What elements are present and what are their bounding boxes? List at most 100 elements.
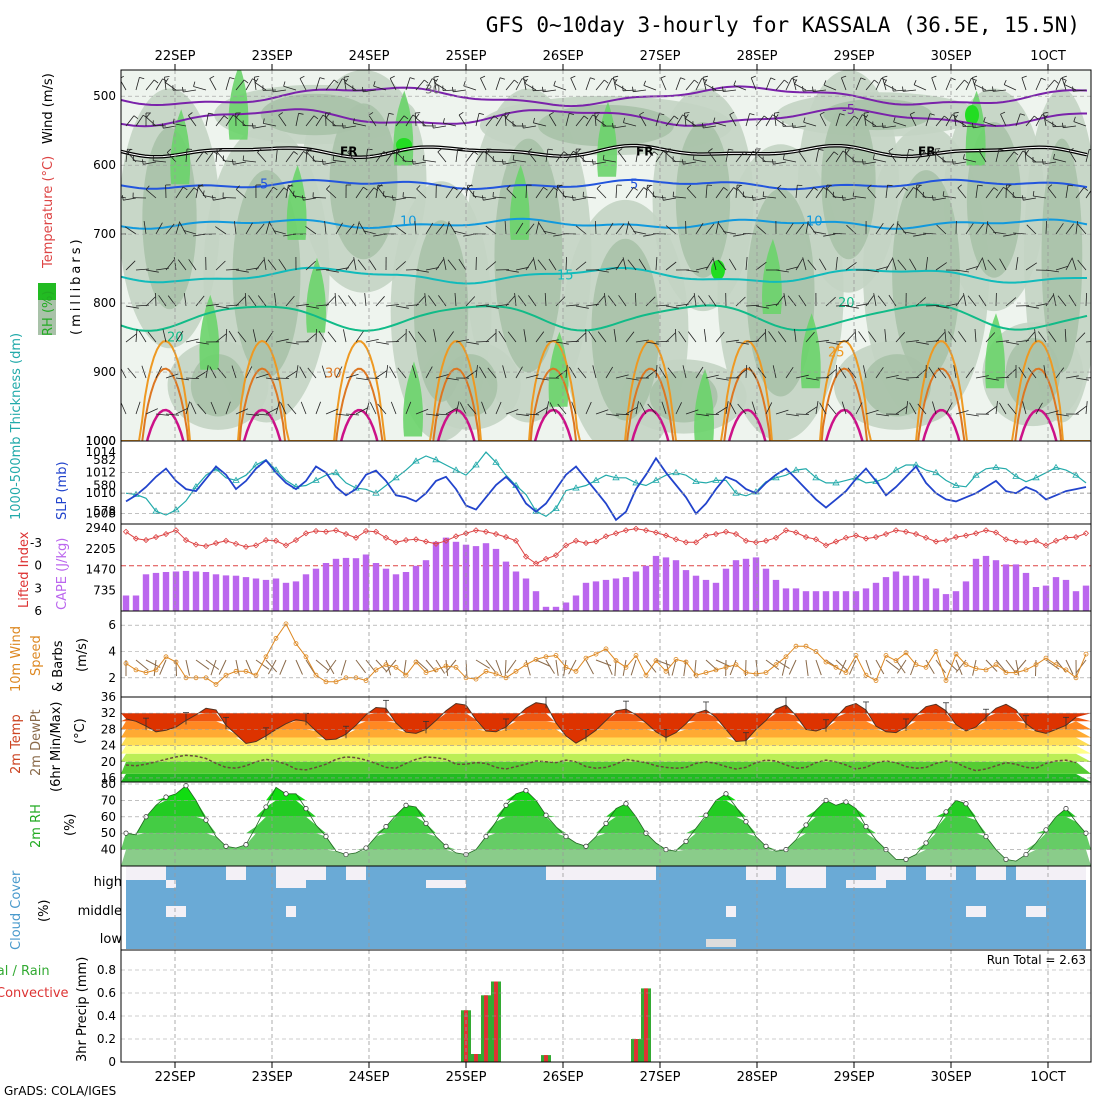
lifted-point (412, 536, 420, 543)
wind-barb-flag (272, 86, 274, 92)
wind-barb (459, 402, 467, 415)
lifted-point (1042, 542, 1050, 549)
wind-barb (532, 89, 547, 92)
wind-barb (1024, 148, 1027, 163)
wind-barb (416, 188, 427, 199)
wind-barb (365, 149, 368, 163)
wind-barb-flag (639, 111, 645, 116)
rh-shade-mid-9 (892, 170, 961, 378)
wind-barb-flag (950, 77, 956, 81)
wind-barb (865, 409, 879, 415)
wind-barb (165, 373, 179, 379)
wind-barb-flag (680, 77, 686, 80)
wind-barb (492, 160, 507, 163)
wind-barb-flag (122, 195, 124, 201)
cape-bar (382, 568, 390, 611)
wind-barb-flag (881, 77, 887, 81)
precip-legend-conv: Convective (0, 986, 69, 1001)
wind-barb (978, 150, 987, 163)
cloud-high-gap-1 (226, 866, 246, 880)
rh-green-12 (403, 361, 423, 437)
wind-barb (433, 77, 437, 91)
wind-barb (185, 148, 188, 163)
wind-barb-flag (333, 79, 339, 84)
wind-barb (445, 187, 454, 199)
wind-barb (623, 122, 637, 127)
date-bottom-29SEP: 29SEP (834, 1070, 875, 1085)
wind-barb-flag (403, 115, 409, 120)
wind-barb (639, 402, 647, 415)
wind-barb (905, 401, 909, 415)
cloud-high-gap-2 (276, 866, 326, 880)
wind-barb (613, 329, 617, 343)
wind-barb (903, 231, 917, 235)
wind-barb (1015, 150, 1024, 163)
cape-bar (942, 594, 950, 611)
wind-barb (1045, 294, 1054, 307)
wind-barb (805, 406, 818, 415)
wind-barb (492, 196, 507, 199)
cape-bar (1022, 572, 1030, 611)
lifted-point (672, 536, 680, 543)
wind-barb (675, 328, 677, 343)
wind-barb (343, 77, 347, 91)
wind-barb (995, 340, 1009, 343)
wind-barb (575, 332, 586, 343)
wind-barb (1045, 220, 1047, 235)
wind-barb (1055, 265, 1069, 271)
precip-ylabel: 3hr Precip (mm) (75, 957, 90, 1062)
wind-barb-flag (527, 148, 533, 153)
wind-barb (175, 221, 181, 235)
wind-barb (373, 85, 387, 91)
wind-barb (175, 407, 188, 415)
wind-barb (957, 187, 967, 199)
wind-barb (981, 257, 987, 271)
wind-barb (802, 89, 817, 92)
wind-barb (733, 84, 747, 91)
panel-frame-1 (120, 440, 1092, 525)
wind-barb (515, 413, 529, 417)
wind-barb (395, 225, 407, 235)
wind-barb (275, 187, 285, 199)
temp-ylabel: 2m Temp (9, 714, 24, 774)
wind-barb (243, 160, 257, 163)
wind-barb (234, 221, 237, 235)
wind-barb-flag (437, 148, 442, 153)
wind-barb (545, 401, 550, 415)
wind-barb (402, 196, 417, 199)
wind-barb (793, 125, 807, 129)
wind-barb-flag (908, 148, 914, 151)
wind-barb (305, 260, 316, 271)
cape-bar (832, 591, 840, 611)
lifted-point (302, 530, 310, 537)
wind-barb (673, 196, 687, 199)
wind-barb (678, 331, 687, 343)
wind-barb (285, 151, 295, 163)
contour-30 (141, 367, 1063, 441)
wind-barb (305, 148, 308, 163)
wind-barb-flag (751, 195, 754, 201)
wind-barb (985, 332, 996, 343)
cape-bar (422, 560, 430, 611)
slp-tick-1014: 1014 (85, 445, 116, 459)
wind-barb-flag (887, 184, 893, 187)
wind-barb (1005, 297, 1017, 307)
temp-tick-20: 20 (101, 755, 116, 769)
rh-band-1 (121, 833, 1091, 850)
wind-barb-10m (848, 659, 857, 675)
cape-bar (592, 581, 600, 611)
wind-barb (265, 377, 279, 381)
wind-speed-point (213, 682, 219, 687)
rh-tick-40: 40 (101, 843, 116, 857)
cape-bar (222, 575, 230, 611)
wind-barb (963, 158, 977, 163)
wind-barb (845, 305, 859, 309)
wind-barb (605, 366, 614, 379)
wind-barb (993, 231, 1007, 235)
wind-barb-flag (193, 81, 196, 87)
wind-barb (999, 402, 1007, 415)
wind-barb (1025, 153, 1037, 163)
cape-bar (1082, 585, 1090, 611)
wind-barb (198, 187, 207, 199)
wind-barb-10m (683, 659, 687, 676)
